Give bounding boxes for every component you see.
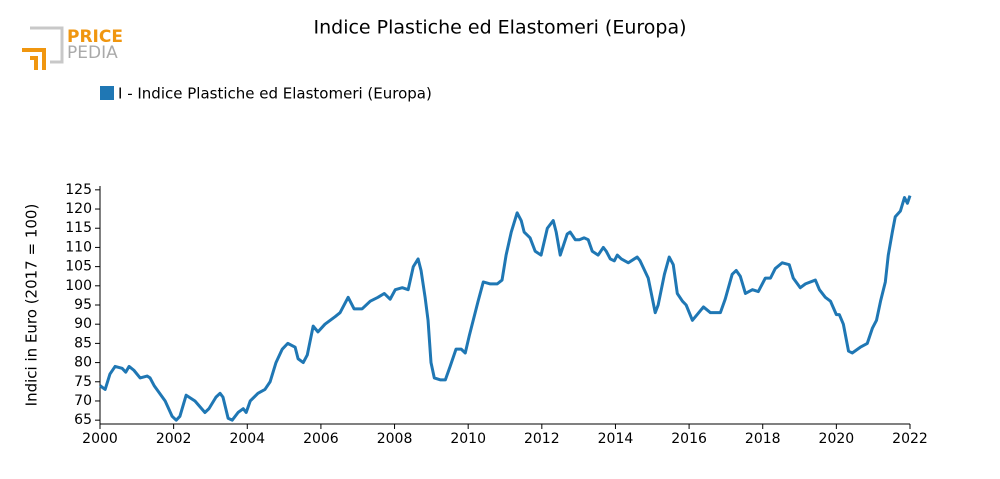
x-tick-label: 2006 [303,431,339,447]
y-axis-label: Indici in Euro (2017 = 100) [23,204,41,407]
y-tick-label: 90 [74,316,92,332]
y-tick-label: 125 [65,182,92,198]
y-tick-label: 80 [74,355,92,371]
x-tick-label: 2000 [82,431,118,447]
x-tick-label: 2012 [524,431,560,447]
y-tick-label: 95 [74,297,92,313]
x-tick-label: 2002 [156,431,192,447]
y-tick-label: 110 [65,239,92,255]
x-tick-label: 2004 [229,431,265,447]
y-tick-label: 105 [65,259,92,275]
x-tick-label: 2018 [745,431,781,447]
legend-label: I - Indice Plastiche ed Elastomeri (Euro… [118,85,432,103]
y-tick-label: 85 [74,335,92,351]
x-tick-label: 2014 [598,431,634,447]
logo-mark [22,48,46,70]
x-tick-label: 2008 [377,431,413,447]
legend-swatch [100,86,114,100]
series-line [99,195,912,422]
logo-text: PEDIA [67,43,118,63]
y-tick-label: 75 [74,374,92,390]
logo-text: PRICE [67,27,123,47]
y-tick-label: 100 [65,278,92,294]
y-tick-label: 65 [74,412,92,428]
logo: PRICE PEDIA [22,26,123,70]
logo-frame [30,26,64,64]
y-tick-label: 115 [65,220,92,236]
x-tick-label: 2022 [892,431,928,447]
x-tick-label: 2020 [819,431,855,447]
y-tick-label: 70 [74,393,92,409]
y-tick-label: 120 [65,201,92,217]
chart-title: Indice Plastiche ed Elastomeri (Europa) [314,17,687,39]
x-tick-label: 2010 [450,431,486,447]
x-tick-label: 2016 [671,431,707,447]
